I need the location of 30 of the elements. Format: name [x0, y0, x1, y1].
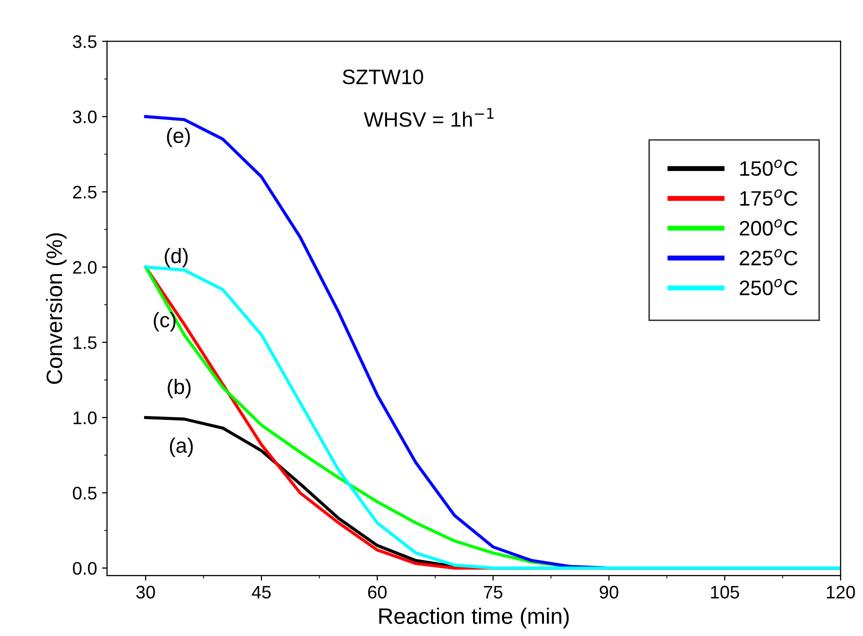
annotation: (d)	[164, 248, 188, 268]
line-series	[144, 266, 841, 570]
legend-label: 200$^{o}$C	[740, 219, 798, 236]
annotation: (a)	[170, 438, 193, 458]
legend-label: 150$^{o}$C	[740, 160, 798, 176]
annotation: (c)	[154, 312, 176, 332]
x-tick-label: 90	[600, 586, 618, 599]
y-axis-title: Conversion (%)	[46, 233, 67, 384]
x-tick-label: 75	[484, 586, 502, 599]
annotation: (e)	[166, 128, 190, 148]
x-tick-label: 60	[368, 586, 387, 599]
y-tick-label: 2.0	[73, 261, 97, 274]
x-axis-title: Reaction time (min)	[379, 608, 569, 628]
y-tick-label: 0.0	[72, 562, 97, 575]
x-tick-label: 45	[252, 586, 271, 599]
x-tick-label: 30	[136, 586, 155, 599]
x-tick-label: 105	[711, 586, 740, 599]
legend-label: 250$^{o}$C	[740, 278, 798, 296]
annotation: WHSV = 1h$^{−1}$	[364, 108, 494, 127]
legend-label: 175$^{o}$C	[740, 189, 798, 206]
y-tick-label: 2.5	[73, 186, 97, 199]
annotation: (b)	[168, 378, 191, 398]
y-tick-label: 1.0	[74, 412, 97, 424]
y-tick-label: 3.5	[72, 35, 97, 48]
legend-label: 225$^{o}$C	[740, 249, 798, 266]
y-tick-label: 3.0	[72, 110, 97, 124]
x-tick-label: 120	[826, 586, 855, 599]
y-tick-label: 1.5	[74, 336, 97, 350]
annotation: SZTW10	[342, 70, 424, 84]
y-tick-label: 0.5	[72, 486, 97, 500]
